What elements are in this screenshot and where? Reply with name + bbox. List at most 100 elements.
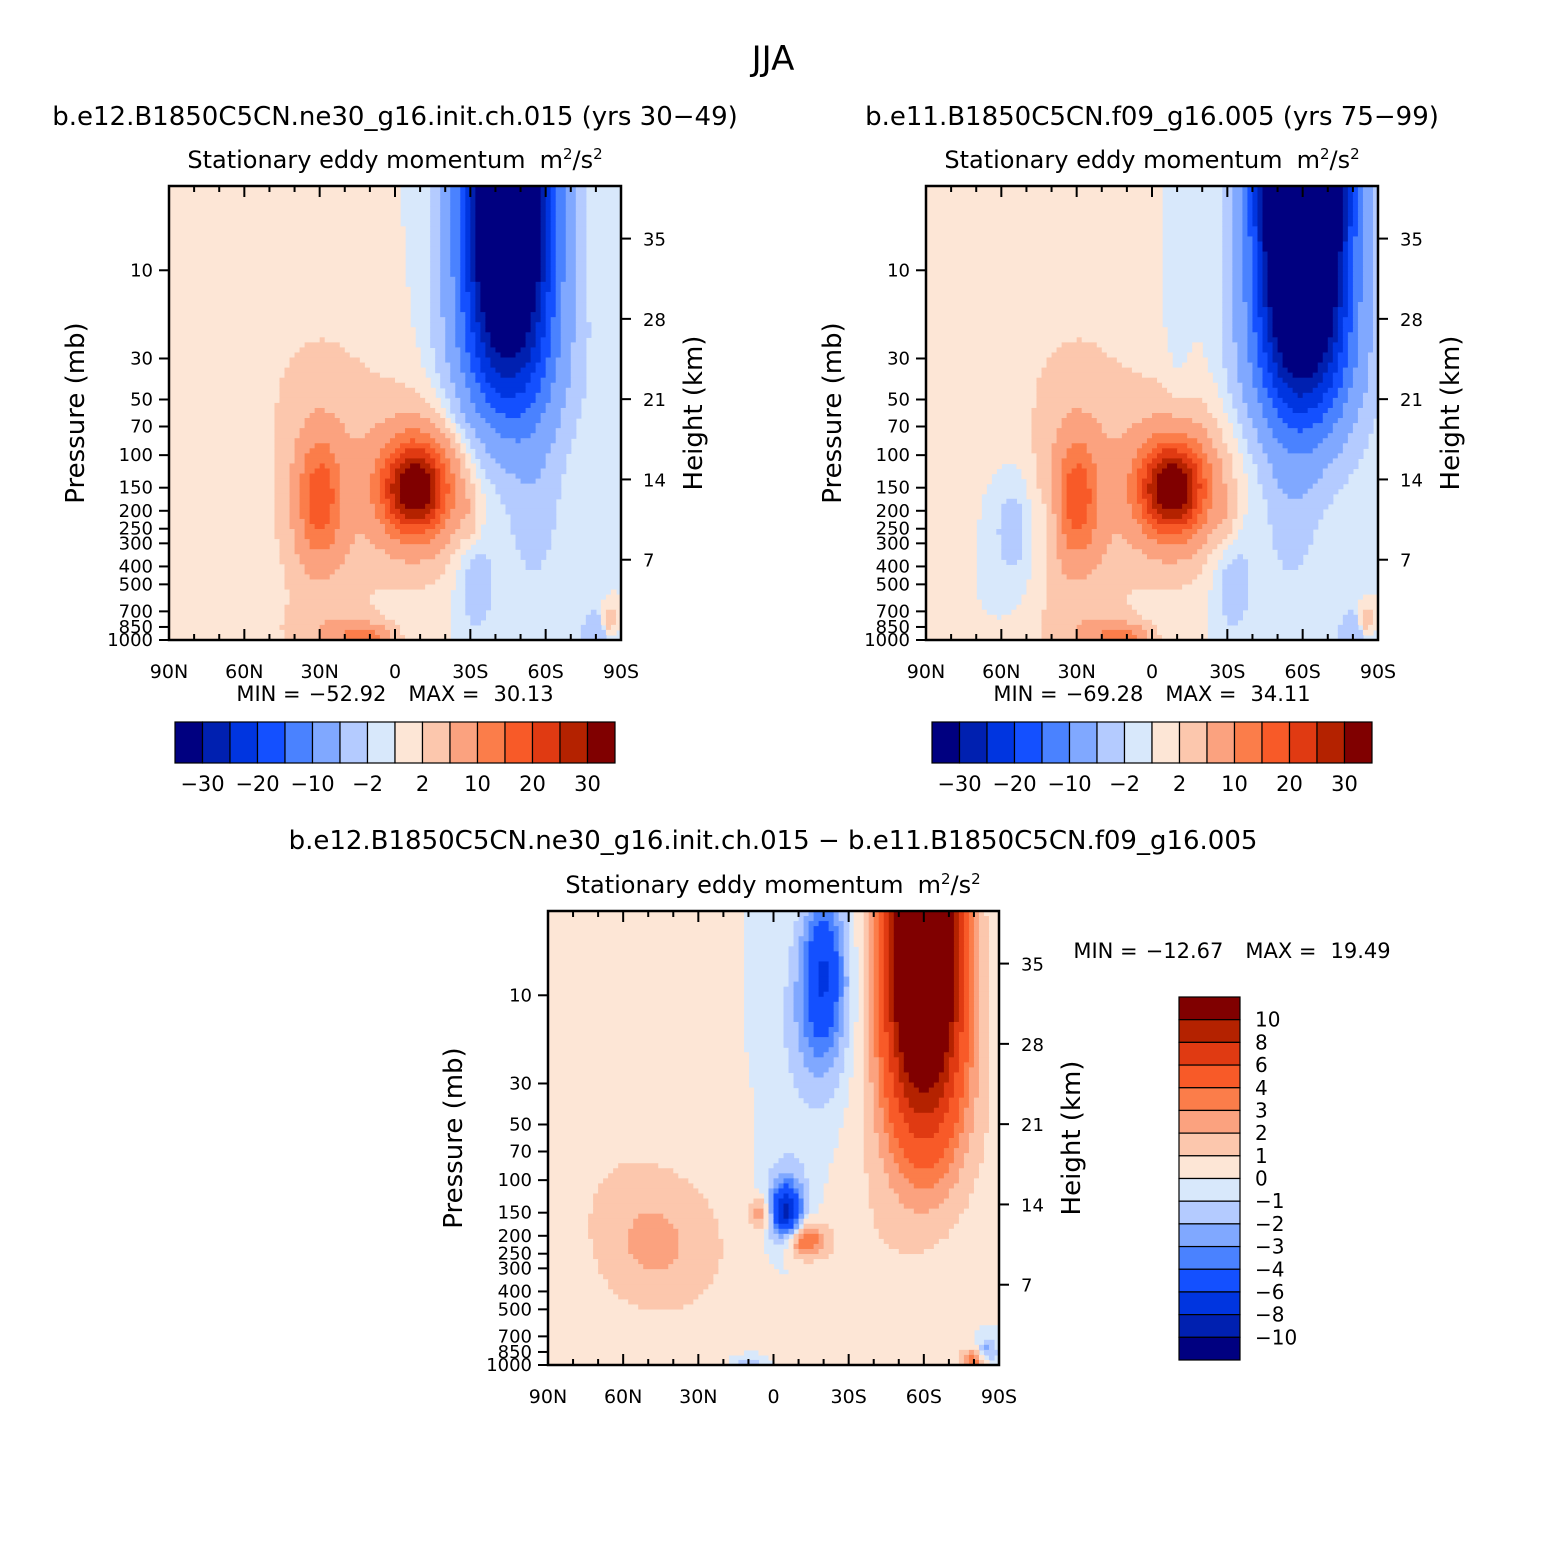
contour-cell (953, 1027, 965, 1033)
contour-cell (1242, 291, 1254, 298)
contour-cell (1152, 493, 1158, 500)
contour-cell (430, 493, 436, 500)
contour-cell (548, 996, 745, 1003)
contour-cell (1202, 569, 1213, 576)
contour-cell (1091, 488, 1098, 495)
contour-cell (988, 971, 999, 978)
contour-cell (384, 614, 451, 621)
contour-cell (1192, 579, 1213, 586)
contour-cell (1327, 347, 1334, 354)
contour-cell (1362, 286, 1374, 293)
contour-cell (535, 397, 552, 404)
contour-cell (808, 926, 815, 932)
contour-cell (485, 397, 537, 404)
contour-cell (953, 976, 960, 983)
contour-cell (926, 296, 1163, 303)
contour-cell (470, 307, 476, 313)
contour-cell (968, 941, 975, 947)
contour-cell (1197, 513, 1208, 520)
contour-cell (1162, 513, 1183, 520)
contour-cell (953, 1127, 965, 1134)
contour-cell (963, 1072, 970, 1079)
contour-cell (1272, 397, 1284, 404)
contour-cell (1262, 367, 1269, 374)
contour-cell (334, 529, 386, 535)
contour-cell (1352, 211, 1359, 217)
contour-cell (1347, 186, 1354, 192)
contour-cell (1267, 498, 1334, 505)
contour-cell (973, 1042, 980, 1048)
contour-cell (575, 327, 592, 333)
contour-cell (475, 498, 486, 505)
contour-cell (1152, 478, 1158, 485)
contour-cell (1061, 493, 1068, 500)
contour-cell (838, 1127, 865, 1134)
contour-cell (384, 624, 401, 631)
contour-cell (878, 1077, 885, 1084)
contour-cell (550, 266, 557, 273)
contour-cell (374, 589, 451, 596)
contour-cell (893, 921, 955, 927)
contour-cell (169, 624, 281, 631)
contour-cell (400, 518, 431, 525)
colorbar-label: −2 (352, 772, 383, 796)
contour-cell (878, 1102, 890, 1109)
contour-cell (550, 443, 572, 449)
contour-cell (548, 1359, 729, 1365)
contour-cell (838, 1042, 850, 1048)
contour-cell (1267, 322, 1274, 328)
panel-2-case-title: b.e11.B1850C5CN.f09_g16.005 (yrs 75−99) (865, 102, 1439, 132)
contour-cell (926, 317, 1163, 323)
contour-cell (868, 1052, 875, 1058)
contour-cell (888, 981, 895, 988)
contour-cell (1207, 428, 1223, 434)
contour-cell (1267, 256, 1339, 263)
contour-cell (1006, 559, 1017, 565)
contour-cell (570, 352, 587, 359)
contour-cell (1091, 539, 1113, 545)
contour-cell (868, 911, 875, 917)
contour-cell (1222, 211, 1233, 217)
contour-cell (893, 1011, 955, 1018)
contour-cell (475, 493, 486, 500)
contour-cell (958, 1213, 999, 1220)
colorbar-swatch (1178, 996, 1241, 1021)
contour-cell (1252, 382, 1264, 389)
contour-cell (1222, 231, 1233, 238)
contour-cell (893, 981, 955, 988)
contour-cell (798, 956, 805, 963)
contour-cell (475, 352, 486, 359)
contour-cell (284, 609, 381, 616)
contour-cell (968, 996, 975, 1003)
contour-cell (475, 377, 486, 384)
contour-cell (843, 996, 850, 1003)
contour-cell (1036, 458, 1053, 465)
contour-cell (908, 1077, 940, 1084)
contour-cell (349, 549, 386, 555)
contour-cell (788, 1193, 800, 1200)
contour-cell (304, 453, 336, 459)
contour-cell (1347, 201, 1354, 207)
contour-cell (470, 226, 476, 232)
contour-cell (169, 281, 406, 288)
contour-cell (598, 1264, 644, 1270)
contour-cell (1267, 423, 1289, 429)
contour-cell (868, 1198, 900, 1205)
contour-cell (1342, 211, 1349, 217)
contour-cell (973, 946, 980, 952)
contour-cell (968, 936, 975, 942)
contour-cell (284, 629, 321, 636)
contour-cell (470, 216, 476, 222)
contour-cell (763, 1203, 770, 1210)
contour-cell (983, 1148, 999, 1154)
contour-cell (575, 291, 587, 298)
contour-cell (1146, 463, 1158, 470)
contour-cell (1342, 342, 1349, 349)
contour-cell (788, 1052, 805, 1058)
contour-cell (1202, 448, 1218, 454)
contour-cell (550, 327, 562, 333)
contour-cell (1222, 216, 1233, 222)
contour-cell (873, 1037, 880, 1043)
contour-cell (1362, 191, 1374, 197)
contour-cell (898, 1062, 905, 1068)
